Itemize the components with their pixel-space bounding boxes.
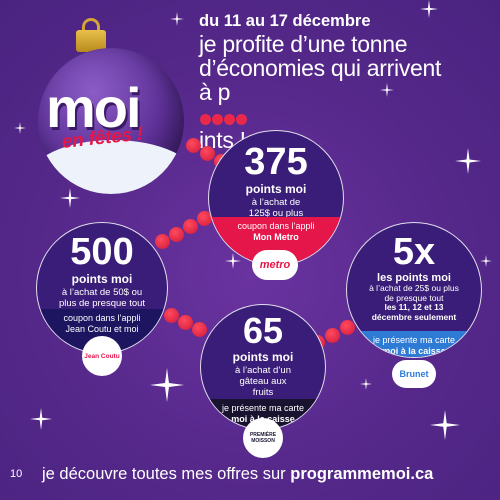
brunet-logo-text: Brunet <box>399 369 429 379</box>
connector-dot <box>155 234 170 249</box>
connector-dot <box>178 315 193 330</box>
page-number: 10 <box>10 468 23 480</box>
offer-number: 500 <box>70 231 134 273</box>
offer-circle-jean-coutu[interactable]: 500 points moi à l’achat de 50$ ou plus … <box>36 222 168 354</box>
connector-dot <box>325 328 340 343</box>
red-dot-icon <box>235 114 247 125</box>
metro-logo-text: metro <box>259 259 291 271</box>
banner-line-1: coupon dans l’appli <box>63 313 141 323</box>
ornament-cap <box>76 30 106 52</box>
offer-circle-brunet[interactable]: 5x les points moi à l’achat de 25$ ou pl… <box>346 222 482 358</box>
offer-number: 375 <box>244 141 308 183</box>
offer-number: 5x <box>392 231 436 273</box>
offer-points-label: points moi <box>245 182 307 196</box>
offer-points-label: points moi <box>71 272 133 286</box>
ornament-hook <box>82 18 100 34</box>
banner-line-1: coupon dans l’appli <box>237 221 315 231</box>
metro-logo: metro <box>252 250 298 280</box>
banner-line-2: Mon Metro <box>253 232 299 242</box>
offer-details: à l’achat d’un gâteau aux fruits <box>235 365 291 398</box>
offer-details: à l’achat de 50$ ou plus de presque tout <box>58 287 146 309</box>
red-dot-icon <box>211 114 223 125</box>
connector-dot <box>200 146 215 161</box>
tagline-line-2: d’économies qui arrivent <box>199 55 442 81</box>
footer-text: je découvre toutes mes offres sur progra… <box>42 465 433 484</box>
offer-details: à l’achat de 25$ ou plus de presque tout <box>369 283 459 303</box>
moi-logo: moi <box>46 76 142 139</box>
offer-points-label: points moi <box>232 350 294 364</box>
ornament-ball <box>38 48 184 194</box>
jean-coutu-logo: Jean Coutu <box>82 336 122 376</box>
tagline-line-1: je profite d’une tonne <box>199 31 408 57</box>
connector-dot <box>169 227 184 242</box>
headline: du 11 au 17 décembre je profite d’une to… <box>199 11 489 152</box>
offer-circle-premiere-moisson[interactable]: 65 points moi à l’achat d’un gâteau aux … <box>200 304 326 430</box>
connector-dot <box>183 219 198 234</box>
banner-line-2: Jean Coutu et moi <box>65 324 139 334</box>
brunet-logo: Brunet <box>392 360 436 388</box>
red-dot-icon <box>199 114 211 125</box>
tagline-prefix: à p <box>199 79 231 105</box>
offer-circle-metro[interactable]: 375 points moi à l’achat de 125$ ou plus… <box>208 130 344 266</box>
premiere-moisson-logo-text: PREMIÈRE MOISSON <box>249 432 277 444</box>
footer-lead: je découvre toutes mes offres sur <box>42 465 286 483</box>
banner-line-1: je présente ma carte <box>221 403 305 413</box>
tagline: je profite d’une tonne d’économies qui a… <box>199 32 489 152</box>
banner-line-1: je présente ma carte <box>372 335 456 345</box>
offer-details-bold: les 11, 12 et 13 décembre seulement <box>371 302 457 322</box>
connector-dot <box>164 308 179 323</box>
premiere-moisson-logo: PREMIÈRE MOISSON <box>243 418 283 458</box>
connector-dot <box>197 211 212 226</box>
offer-points-label: les points moi <box>377 272 451 284</box>
footer: 10 je découvre toutes mes offres sur pro… <box>10 462 500 492</box>
ornament-snow <box>38 140 184 194</box>
date-line: du 11 au 17 décembre <box>199 12 371 30</box>
offer-details: à l’achat de 125$ ou plus <box>248 197 304 219</box>
jean-coutu-logo-text: Jean Coutu <box>84 352 120 360</box>
connector-dot <box>186 138 201 153</box>
offer-banner: je présente ma carte moi à la caisse <box>347 331 481 357</box>
banner-line-2: moi à la caisse <box>382 346 446 356</box>
footer-url[interactable]: programmemoi.ca <box>290 465 434 483</box>
connector-dot <box>192 322 207 337</box>
offer-number: 65 <box>242 310 284 351</box>
red-dot-icon <box>223 114 235 125</box>
